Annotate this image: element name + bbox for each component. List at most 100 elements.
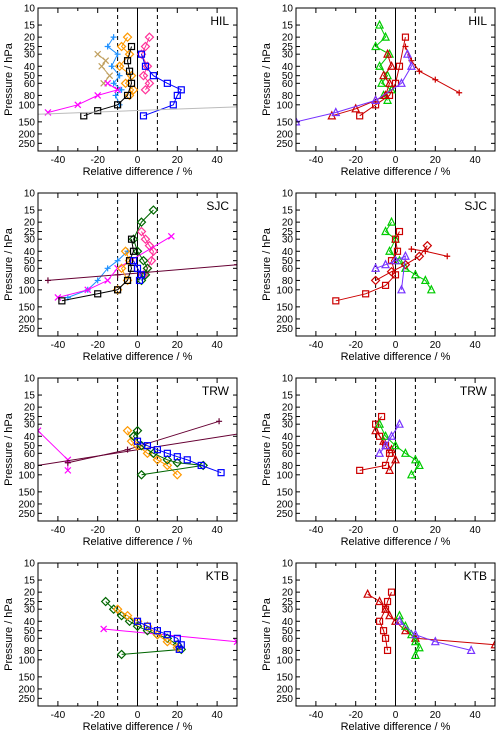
data-point	[133, 264, 142, 272]
y-tick-label: 50	[24, 71, 36, 82]
data-point	[114, 61, 125, 72]
data-point	[391, 255, 400, 265]
data-point	[135, 276, 144, 285]
y-tick-label: 150	[276, 302, 293, 313]
y-tick-label: 80	[282, 461, 294, 472]
data-point	[64, 466, 72, 474]
data-point	[74, 101, 82, 109]
data-point	[391, 454, 400, 464]
x-tick-label: -20	[348, 525, 363, 536]
series-group	[44, 205, 237, 305]
series-line	[117, 608, 178, 649]
data-point	[94, 92, 102, 99]
y-tick-label: 200	[18, 684, 35, 695]
data-point	[490, 639, 495, 649]
data-point	[391, 235, 400, 243]
y-tick-label: 100	[276, 100, 293, 111]
x-tick-label: -40	[309, 710, 324, 721]
data-point	[377, 77, 387, 87]
x-tick-label: 40	[212, 710, 224, 721]
x-tick-label: -40	[51, 525, 66, 536]
x-tick-label: -20	[348, 340, 363, 351]
y-tick-label: 30	[282, 235, 294, 246]
data-point	[371, 262, 381, 272]
data-point	[114, 86, 122, 94]
data-point	[234, 261, 237, 268]
x-axis-label: Relative difference / %	[341, 351, 451, 363]
data-point	[123, 57, 132, 65]
series-group	[38, 418, 237, 480]
data-point	[110, 80, 117, 87]
data-point	[422, 240, 433, 251]
data-point	[94, 277, 101, 284]
y-tick-label: 30	[24, 235, 36, 246]
y-tick-label: 60	[282, 449, 294, 460]
data-point	[148, 448, 159, 459]
y-tick-label: 200	[276, 684, 293, 695]
data-point	[381, 259, 391, 269]
x-tick-label: 0	[135, 710, 141, 721]
y-axis-label: Pressure / hPa	[3, 412, 15, 486]
data-point	[148, 205, 159, 215]
panel-sjc-left: -40 -20 0 20 4010152025304050608010015020025…	[3, 189, 238, 363]
data-point	[58, 297, 66, 305]
y-tick-label: 150	[18, 672, 35, 683]
data-point	[377, 412, 386, 421]
data-point	[128, 431, 139, 442]
data-point	[371, 41, 381, 51]
y-tick-label: 150	[276, 117, 293, 128]
x-tick-label: 40	[212, 155, 224, 166]
y-tick-label: 60	[24, 79, 36, 90]
series-group	[356, 412, 424, 479]
data-point	[395, 62, 404, 70]
x-tick-label: -20	[348, 155, 363, 166]
data-point	[127, 235, 136, 243]
data-point	[125, 67, 134, 75]
y-tick-label: 30	[282, 420, 294, 431]
series-line	[399, 620, 472, 651]
data-point	[163, 631, 171, 639]
y-tick-label: 10	[24, 4, 36, 15]
data-point	[375, 447, 385, 457]
data-point	[402, 48, 412, 58]
y-tick-label: 10	[282, 559, 294, 570]
x-tick-label: 20	[172, 710, 184, 721]
data-point	[169, 101, 177, 109]
data-point	[98, 62, 106, 70]
x-tick-label: 0	[135, 155, 141, 166]
data-point	[387, 430, 396, 440]
data-point	[385, 610, 395, 620]
y-tick-label: 200	[18, 499, 35, 510]
data-point	[102, 57, 110, 65]
data-point	[114, 51, 121, 58]
data-point	[132, 246, 143, 257]
data-point	[94, 50, 102, 58]
data-point	[444, 253, 451, 260]
data-point	[422, 248, 429, 255]
x-tick-label: 40	[470, 710, 482, 721]
data-point	[132, 621, 143, 632]
y-tick-label: 25	[24, 597, 36, 608]
y-tick-label: 20	[24, 33, 36, 44]
y-tick-label: 10	[24, 559, 36, 570]
y-tick-label: 50	[24, 441, 36, 452]
data-point	[133, 437, 142, 445]
data-point	[125, 257, 134, 265]
y-tick-label: 150	[18, 117, 35, 128]
y-tick-label: 20	[24, 403, 36, 414]
data-point	[114, 257, 121, 264]
x-tick-label: 0	[135, 340, 141, 351]
series-line	[379, 591, 392, 651]
data-point	[375, 596, 385, 606]
series-line	[379, 423, 421, 476]
data-point	[332, 297, 340, 305]
series-line	[379, 423, 400, 454]
data-point	[383, 597, 392, 606]
data-point	[106, 72, 114, 80]
site-label: SJC	[206, 199, 229, 213]
data-point	[138, 255, 149, 266]
x-tick-label: 0	[135, 525, 141, 536]
data-point	[175, 645, 183, 653]
data-point	[387, 60, 396, 70]
y-tick-label: 150	[276, 672, 293, 683]
